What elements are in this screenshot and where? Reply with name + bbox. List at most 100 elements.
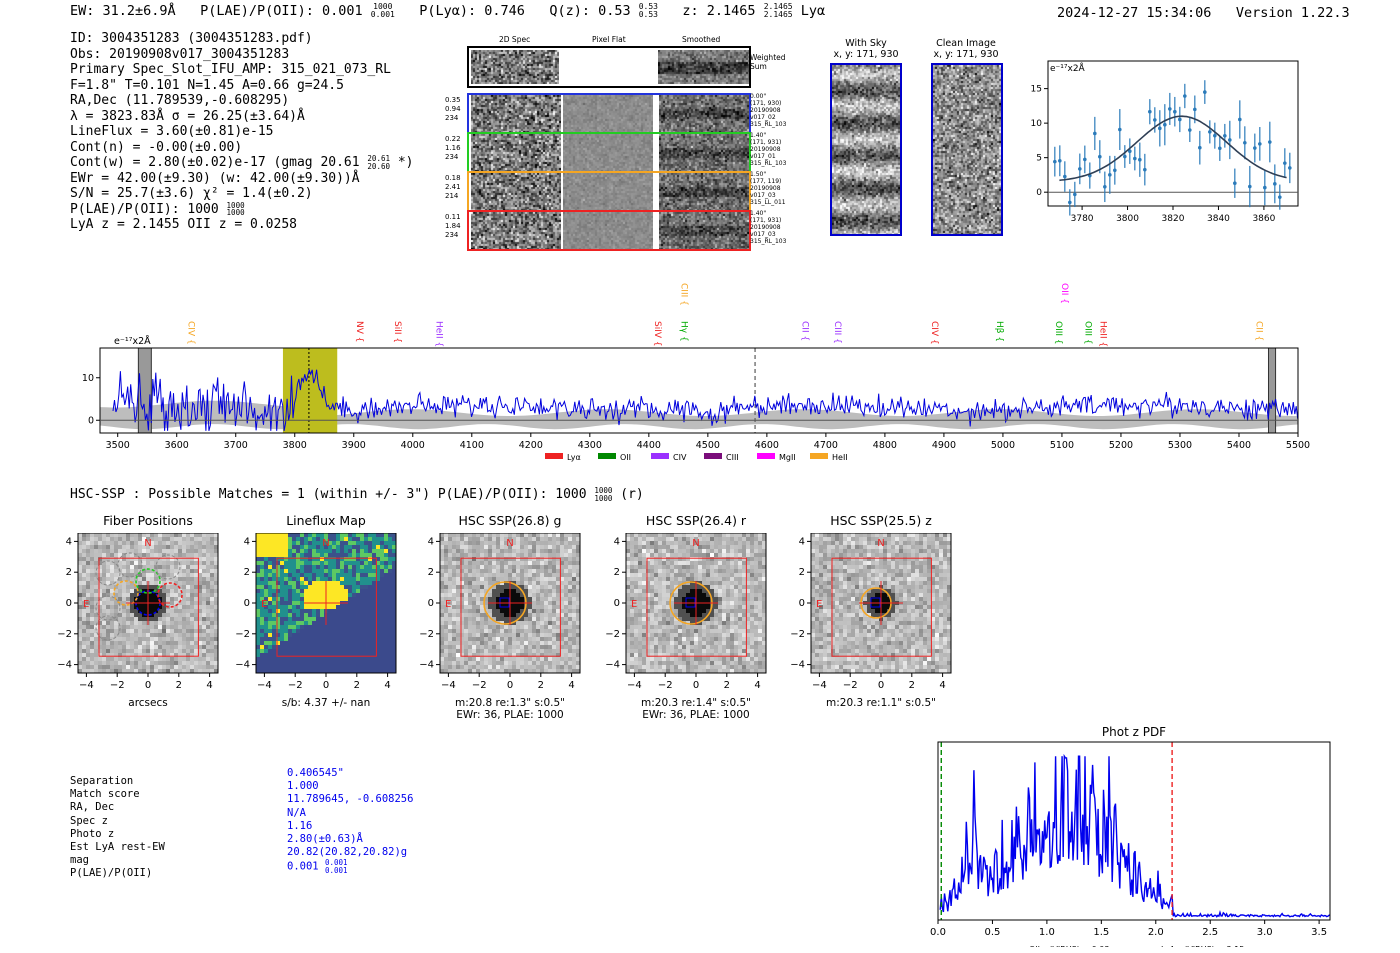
hsc-pixel	[190, 633, 195, 638]
hsc-pixel	[444, 597, 449, 602]
hsc-pixel	[182, 617, 187, 622]
hsc-pixel	[520, 533, 525, 538]
hsc-pixel	[540, 577, 545, 582]
hsc-pixel	[118, 541, 123, 546]
hsc-pixel	[304, 613, 309, 618]
hsc-pixel	[528, 661, 533, 666]
hsc-pixel	[658, 581, 663, 586]
hsc-pixel	[206, 649, 211, 654]
hsc-pixel	[364, 625, 369, 630]
hsc-pixel	[114, 589, 119, 594]
info-lambda: λ = 3823.83Å σ = 26.25(±3.64)Å	[70, 108, 305, 124]
hsc-pixel	[340, 553, 345, 558]
hsc-pixel	[82, 537, 87, 542]
hsc-pixel	[142, 569, 147, 574]
hsc-pixel	[110, 597, 115, 602]
hsc-pixel	[352, 605, 357, 610]
hsc-pixel	[718, 573, 723, 578]
hsc-pixel	[376, 589, 381, 594]
hsc-pixel	[356, 661, 361, 666]
hsc-pixel	[476, 661, 481, 666]
hsc-pixel	[288, 577, 293, 582]
hsc-pixel	[512, 641, 517, 646]
hsc-pixel	[690, 613, 695, 618]
hsc-pixel	[734, 545, 739, 550]
hsc-pixel	[122, 665, 127, 670]
hsc-pixel	[320, 537, 325, 542]
hsc-pixel	[300, 641, 305, 646]
hsc-pixel	[348, 553, 353, 558]
hsc-pixel	[102, 581, 107, 586]
hsc-pixel	[552, 541, 557, 546]
hsc-pixel	[706, 549, 711, 554]
hsc-pixel	[324, 577, 329, 582]
hsc-pixel	[206, 597, 211, 602]
hsc-pixel	[138, 617, 143, 622]
hsc-pixel	[82, 549, 87, 554]
hsc-pixel	[110, 601, 115, 606]
hsc-pixel	[174, 625, 179, 630]
hsc-pixel	[260, 573, 265, 578]
hsc-pixel	[328, 553, 333, 558]
hsc-pixel	[532, 605, 537, 610]
hsc-pixel	[464, 633, 469, 638]
hsc-pixel	[762, 621, 767, 626]
hsc-pixel	[356, 637, 361, 642]
hsc-pixel	[516, 533, 521, 538]
hsc-pixel	[516, 569, 521, 574]
hsc-pixel	[460, 625, 465, 630]
hsc-pixel	[528, 637, 533, 642]
hsc-pixel	[142, 537, 147, 542]
hsc-panel-caption2: EWr: 36, PLAE: 1000	[456, 709, 564, 721]
hsc-pixel	[650, 621, 655, 626]
hsc-pixel	[754, 541, 759, 546]
hsc-pixel	[726, 565, 731, 570]
hsc-pixel	[292, 557, 297, 562]
hsc-pixel	[98, 637, 103, 642]
hsc-pixel	[264, 609, 269, 614]
hsc-pixel	[758, 617, 763, 622]
hsc-pixel	[130, 605, 135, 610]
hsc-pixel	[528, 537, 533, 542]
hsc-pixel	[556, 581, 561, 586]
hsc-pixel	[730, 613, 735, 618]
hsc-pixel	[138, 625, 143, 630]
hsc-pixel	[134, 617, 139, 622]
hsc-pixel	[678, 581, 683, 586]
hsc-pixel	[292, 561, 297, 566]
hsc-pixel	[202, 625, 207, 630]
hsc-pixel	[316, 597, 321, 602]
hsc-pixel	[146, 661, 151, 666]
hsc-pixel	[468, 613, 473, 618]
hsc-pixel	[626, 629, 631, 634]
hsc-pixel	[300, 569, 305, 574]
hsc-pixel	[206, 613, 211, 618]
spectrum-line-label: Hβ {	[994, 321, 1004, 342]
hsc-pixel	[440, 617, 445, 622]
hsc-pixel	[464, 577, 469, 582]
hsc-pixel	[260, 621, 265, 626]
hsc-pixel	[198, 629, 203, 634]
hsc-pixel	[86, 629, 91, 634]
hsc-pixel	[738, 545, 743, 550]
hsc-pixel	[686, 581, 691, 586]
hsc-pixel	[130, 637, 135, 642]
hsc-pixel	[730, 549, 735, 554]
hsc-panel-caption: s/b: 4.37 +/- nan	[281, 697, 371, 709]
hsc-pixel	[300, 637, 305, 642]
hsc-pixel	[742, 613, 747, 618]
hsc-pixel	[324, 537, 329, 542]
hsc-pixel	[686, 537, 691, 542]
hsc-pixel	[392, 565, 397, 570]
hsc-pixel	[464, 605, 469, 610]
hsc-pixel	[658, 573, 663, 578]
hsc-pixel	[524, 609, 529, 614]
hsc-pixel	[690, 589, 695, 594]
fit-data-point	[1208, 130, 1212, 134]
hsc-pixel	[576, 605, 581, 610]
hsc-pixel	[312, 669, 317, 674]
hsc-pixel	[674, 553, 679, 558]
hsc-pixel	[750, 573, 755, 578]
cutout-row	[467, 210, 751, 251]
